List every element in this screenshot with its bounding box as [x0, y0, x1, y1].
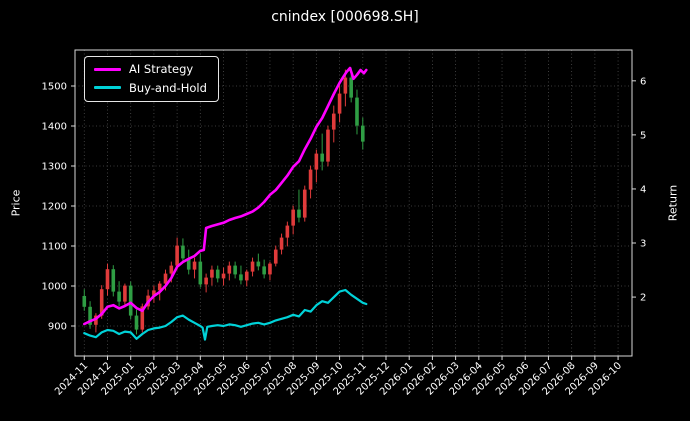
legend: AI Strategy Buy-and-Hold — [84, 56, 219, 103]
svg-text:5: 5 — [640, 130, 646, 141]
axes-spines — [74, 49, 633, 357]
buy-and-hold-line-swatch — [94, 86, 121, 90]
chart-title: cnindex [000698.SH] — [271, 9, 419, 25]
y-axis-label-return: Return — [666, 184, 680, 222]
svg-text:1200: 1200 — [42, 202, 67, 213]
x-axis-ticks: 2024-112024-122025-012025-022025-032025-… — [53, 356, 624, 398]
legend-label-ai-strategy: AI Strategy — [129, 62, 194, 76]
buy-and-hold-line — [83, 288, 368, 341]
svg-text:1300: 1300 — [42, 162, 67, 173]
svg-text:1100: 1100 — [42, 242, 67, 253]
svg-text:1400: 1400 — [42, 122, 67, 133]
svg-text:900: 900 — [48, 322, 67, 333]
svg-text:6: 6 — [640, 76, 646, 87]
svg-text:1000: 1000 — [42, 282, 67, 293]
svg-text:3: 3 — [640, 239, 646, 250]
y-axis-ticks-right: 2 3 4 5 6 — [632, 76, 646, 304]
svg-text:4: 4 — [640, 184, 646, 195]
ai-strategy-line — [83, 66, 368, 326]
legend-item-ai-strategy: AI Strategy — [94, 63, 207, 76]
legend-item-buy-and-hold: Buy-and-Hold — [94, 80, 207, 95]
svg-text:1500: 1500 — [42, 82, 67, 93]
legend-label-buy-and-hold: Buy-and-Hold — [129, 80, 207, 95]
y-axis-ticks-left: 900 1000 1100 1200 1300 1400 1500 — [42, 82, 75, 333]
y-axis-label-price: Price — [9, 189, 23, 217]
svg-text:2: 2 — [640, 293, 646, 304]
ai-strategy-line-swatch — [94, 67, 121, 71]
